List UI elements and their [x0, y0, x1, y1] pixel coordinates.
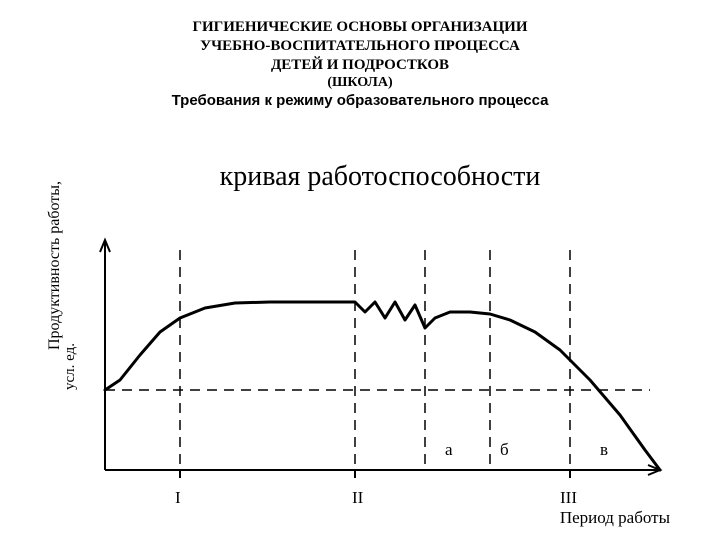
x-axis-label: Период работы: [560, 508, 670, 528]
chart-svg: [60, 230, 680, 520]
region-label-v: в: [600, 440, 608, 460]
region-label-b: б: [500, 440, 509, 460]
header-line-1: ГИГИЕНИЧЕСКИЕ ОСНОВЫ ОРГАНИЗАЦИИ: [0, 18, 720, 37]
region-label-a: а: [445, 440, 453, 460]
header-line-3: ДЕТЕЙ И ПОДРОСТКОВ: [0, 56, 720, 75]
header-line-2: УЧЕБНО-ВОСПИТАТЕЛЬНОГО ПРОЦЕССА: [0, 37, 720, 56]
chart-title: кривая работоспособности: [0, 161, 720, 193]
header-line-5: Требования к режиму образовательного про…: [0, 92, 720, 111]
performance-chart: Продуктивность работы, усл. ед. а б в I …: [60, 230, 680, 520]
tick-label-3: III: [560, 488, 577, 508]
header-line-4: (ШКОЛА): [0, 74, 720, 92]
tick-label-1: I: [175, 488, 181, 508]
tick-label-2: II: [352, 488, 363, 508]
document-header: ГИГИЕНИЧЕСКИЕ ОСНОВЫ ОРГАНИЗАЦИИ УЧЕБНО-…: [0, 0, 720, 111]
